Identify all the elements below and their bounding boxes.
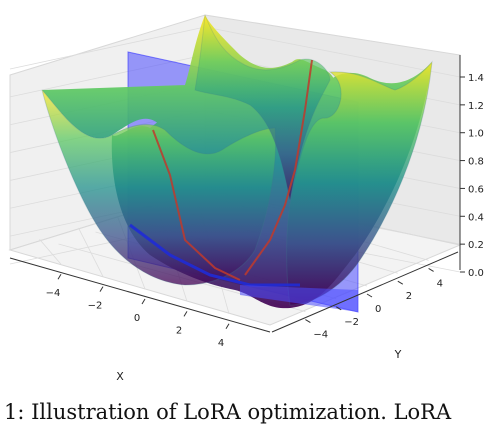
y-tick-label: −4 [313,330,328,341]
x-tick-mark [57,273,62,280]
z-tick-label: 0.6 [468,184,484,195]
z-grid-line [9,26,206,70]
x-axis-line [9,257,271,333]
y-tick-label: −2 [344,317,359,328]
figure-caption: 1: Illustration of LoRA optimization. Lo… [4,400,452,424]
z-tick-label: 0.2 [468,240,484,251]
y-axis-line [271,251,459,333]
x-tick-label: −4 [46,288,61,299]
z-tick-label: 0.0 [468,268,484,279]
y-tick-mark [428,267,434,272]
optimization-path-1 [152,129,241,281]
x-axis-label: X [116,370,124,383]
z-grid-line [204,26,461,78]
z-tick-label: 1.0 [468,129,484,140]
x-grid-line [39,239,62,265]
surface-back-lobe [194,14,331,201]
y-tick-label: 2 [406,291,412,302]
y-tick-mark [305,319,311,324]
z-tick-label: 1.4 [468,73,484,84]
z-tick-label: 1.2 [468,101,484,112]
x-tick-label: −2 [88,301,103,312]
z-ticks: 0.0 0.2 0.4 0.6 0.8 1.0 1.2 1.4 [460,73,484,279]
y-tick-mark [335,306,342,311]
y-tick-label: 0 [375,304,381,315]
y-ticks: −4 −2 0 2 4 [305,267,443,341]
optimization-path-2 [244,59,313,276]
x-grid-line [78,227,104,277]
x-tick-mark [99,286,104,292]
x-tick-label: 0 [134,313,140,324]
y-tick-mark [366,293,373,298]
z-tick-label: 0.8 [468,157,484,168]
z-tick-label: 0.4 [468,212,484,223]
y-tick-label: 4 [437,278,443,289]
plane-path [129,223,300,287]
x-tick-mark [225,323,230,330]
x-tick-mark [183,311,188,317]
surface-front-lobe [41,89,277,286]
x-ticks: −4 −2 0 2 4 [46,273,230,349]
lora-plane-front [240,285,358,312]
x-tick-mark [141,298,146,305]
y-tick-mark [397,280,404,285]
y-axis-label: Y [394,348,402,361]
x-tick-label: 2 [176,325,182,336]
x-tick-label: 4 [218,338,224,349]
surface-right-lobe [286,60,433,306]
